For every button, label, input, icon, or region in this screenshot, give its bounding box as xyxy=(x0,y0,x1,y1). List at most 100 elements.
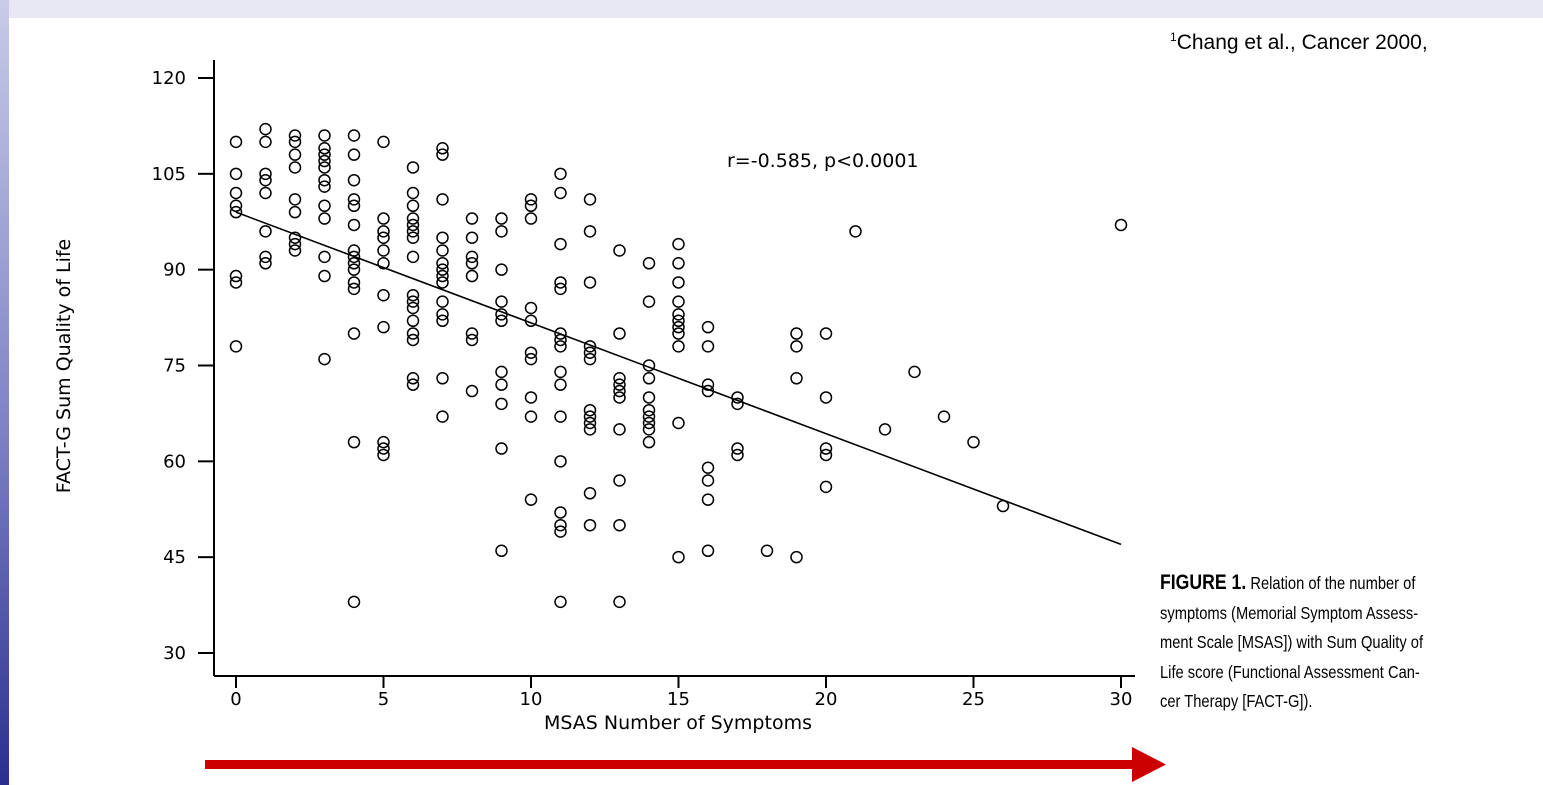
correlation-annotation: r=-0.585, p<0.0001 xyxy=(727,150,919,172)
data-point xyxy=(554,237,567,251)
data-point xyxy=(347,257,361,270)
data-point xyxy=(554,276,567,289)
x-tick-label: 10 xyxy=(520,689,543,710)
data-point xyxy=(613,327,626,340)
data-point xyxy=(465,333,479,347)
data-point xyxy=(731,397,744,411)
data-point xyxy=(259,173,272,187)
data-point xyxy=(495,544,508,558)
data-point xyxy=(701,340,715,353)
data-point xyxy=(229,269,243,283)
data-point xyxy=(1114,218,1128,232)
data-point xyxy=(436,295,449,308)
data-point xyxy=(347,173,361,187)
data-point xyxy=(436,142,449,155)
caption-figure-label: FIGURE 1. xyxy=(1160,571,1247,594)
data-point xyxy=(583,487,597,500)
data-point xyxy=(288,231,302,244)
data-point xyxy=(554,327,567,340)
data-point xyxy=(672,416,685,430)
data-point xyxy=(288,205,302,219)
data-point xyxy=(583,276,597,289)
data-point xyxy=(465,231,479,244)
data-point xyxy=(406,301,420,315)
data-point xyxy=(377,435,390,449)
data-point xyxy=(554,525,567,538)
data-point xyxy=(436,244,449,257)
data-point xyxy=(495,314,508,328)
data-point xyxy=(583,346,597,359)
y-tick-label: 45 xyxy=(163,547,186,568)
data-point xyxy=(318,199,331,213)
chart-points xyxy=(229,122,1128,609)
data-point xyxy=(229,276,243,289)
data-point xyxy=(554,282,567,296)
data-point xyxy=(819,327,833,340)
data-point xyxy=(406,212,420,225)
data-point xyxy=(465,384,479,398)
data-point xyxy=(554,378,567,391)
data-point xyxy=(406,199,420,213)
data-point xyxy=(937,410,951,423)
data-point xyxy=(436,276,449,289)
data-point xyxy=(347,129,361,142)
data-point xyxy=(259,135,272,149)
data-point xyxy=(642,257,656,270)
data-point xyxy=(347,435,361,449)
data-point xyxy=(495,378,508,391)
data-point xyxy=(672,327,685,340)
data-point xyxy=(377,288,390,302)
data-point xyxy=(613,384,626,398)
data-point xyxy=(701,320,715,334)
data-point xyxy=(318,250,331,264)
data-point xyxy=(524,493,538,506)
data-point xyxy=(819,391,833,404)
data-point xyxy=(436,372,449,385)
data-point xyxy=(672,295,685,308)
data-point xyxy=(908,365,921,379)
data-point xyxy=(554,167,567,181)
data-point xyxy=(642,423,656,436)
x-tick-label: 15 xyxy=(667,689,690,710)
data-point xyxy=(347,250,361,264)
data-point xyxy=(583,410,597,423)
data-point xyxy=(229,167,243,181)
data-point xyxy=(495,442,508,455)
left-accent-band xyxy=(0,0,9,785)
figure-caption: FIGURE 1. Relation of the number of symp… xyxy=(1160,568,1521,717)
data-point xyxy=(318,173,331,187)
data-point xyxy=(613,518,626,532)
data-point xyxy=(583,403,597,417)
data-point xyxy=(642,372,656,385)
data-point xyxy=(495,263,508,276)
data-point xyxy=(318,129,331,142)
data-point xyxy=(672,320,685,334)
data-point xyxy=(819,448,833,462)
x-tick-label: 0 xyxy=(230,689,241,710)
data-point xyxy=(495,225,508,238)
data-point xyxy=(672,340,685,353)
data-point xyxy=(229,205,243,219)
data-point xyxy=(318,154,331,168)
data-point xyxy=(318,352,331,366)
y-tick-label: 105 xyxy=(152,164,186,185)
data-point xyxy=(347,263,361,276)
x-tick-label: 30 xyxy=(1110,689,1133,710)
data-point xyxy=(672,276,685,289)
data-point xyxy=(465,269,479,283)
data-point xyxy=(790,372,803,385)
data-point xyxy=(377,244,390,257)
data-point xyxy=(524,301,538,315)
data-point xyxy=(554,506,567,519)
data-point xyxy=(436,231,449,244)
x-tick-label: 20 xyxy=(815,689,838,710)
data-point xyxy=(465,257,479,270)
data-point xyxy=(229,186,243,200)
regression-line xyxy=(235,211,1122,546)
data-point xyxy=(554,186,567,200)
data-point xyxy=(613,372,626,385)
data-point xyxy=(318,180,331,193)
data-point xyxy=(436,148,449,161)
data-point xyxy=(524,410,538,423)
